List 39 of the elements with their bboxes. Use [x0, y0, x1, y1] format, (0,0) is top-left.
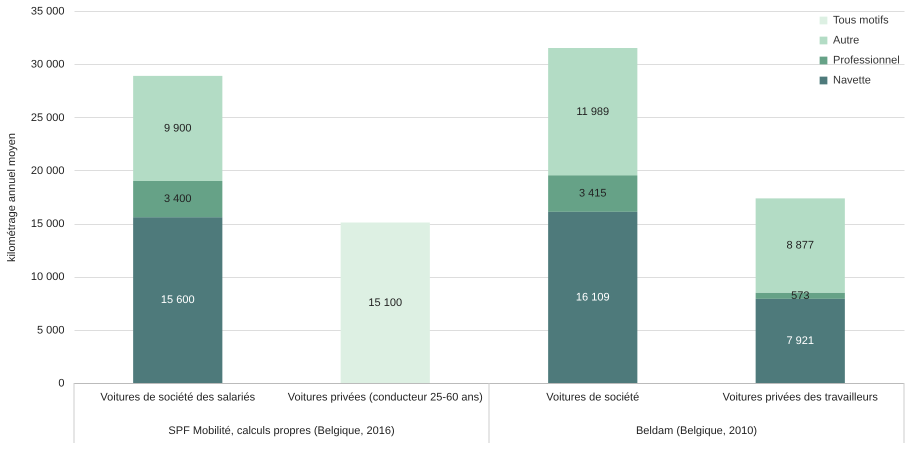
legend-label: Tous motifs: [833, 14, 890, 26]
bar: [340, 222, 430, 383]
data-label: 8 877: [786, 240, 814, 252]
text: SPF Mobilité, calculs propres (Belgique, 2016): [168, 425, 395, 437]
data-label: 573: [791, 290, 810, 302]
y-tick-label: 30 000: [30, 58, 64, 71]
data-label: 7 921: [786, 334, 814, 347]
bar: [133, 217, 222, 383]
x-tick-label: Voitures privées des travailleurs: [722, 392, 878, 404]
bar: [133, 76, 222, 182]
data-label: 3 400: [164, 193, 192, 206]
bar: [756, 198, 845, 293]
bar: [548, 175, 638, 212]
y-tick-label: 35 000: [30, 6, 64, 18]
bar: [756, 298, 845, 383]
y-tick-label: 25 000: [30, 112, 64, 124]
y-axis-title: kilométrage annuel moyen: [6, 132, 18, 262]
y-tick-label: 5 000: [36, 324, 64, 336]
x-tick-label: Voitures de société: [546, 392, 640, 404]
text: Beldam (Belgique, 2010): [636, 425, 758, 437]
bar: [133, 181, 222, 218]
y-tick-label: 20 000: [30, 164, 64, 177]
y-tick-label: 0: [58, 378, 64, 390]
bar: [548, 212, 638, 383]
data-label: 15 600: [160, 294, 195, 306]
legend-label: Autre: [833, 34, 860, 46]
data-label: 3 415: [578, 188, 607, 200]
y-tick-label: 15 000: [30, 218, 64, 230]
legend-label: Navette: [833, 74, 871, 86]
data-label: 11 989: [576, 106, 610, 118]
data-label: 16 109: [576, 291, 610, 304]
bar: [548, 48, 638, 176]
x-tick-label: Voitures de société des salariés: [100, 392, 256, 404]
legend-label: Professionnel: [833, 54, 900, 66]
y-tick-label: 10 000: [30, 271, 64, 284]
x-tick-label: Voitures privées (conducteur 25-60 ans): [288, 392, 483, 404]
data-label: 9 900: [164, 122, 192, 134]
data-label: 15 100: [368, 296, 402, 309]
bar: [756, 292, 845, 299]
